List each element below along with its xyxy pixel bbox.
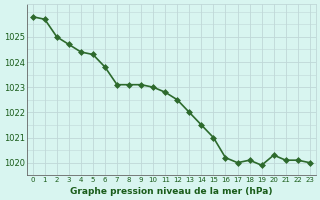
X-axis label: Graphe pression niveau de la mer (hPa): Graphe pression niveau de la mer (hPa) xyxy=(70,187,273,196)
